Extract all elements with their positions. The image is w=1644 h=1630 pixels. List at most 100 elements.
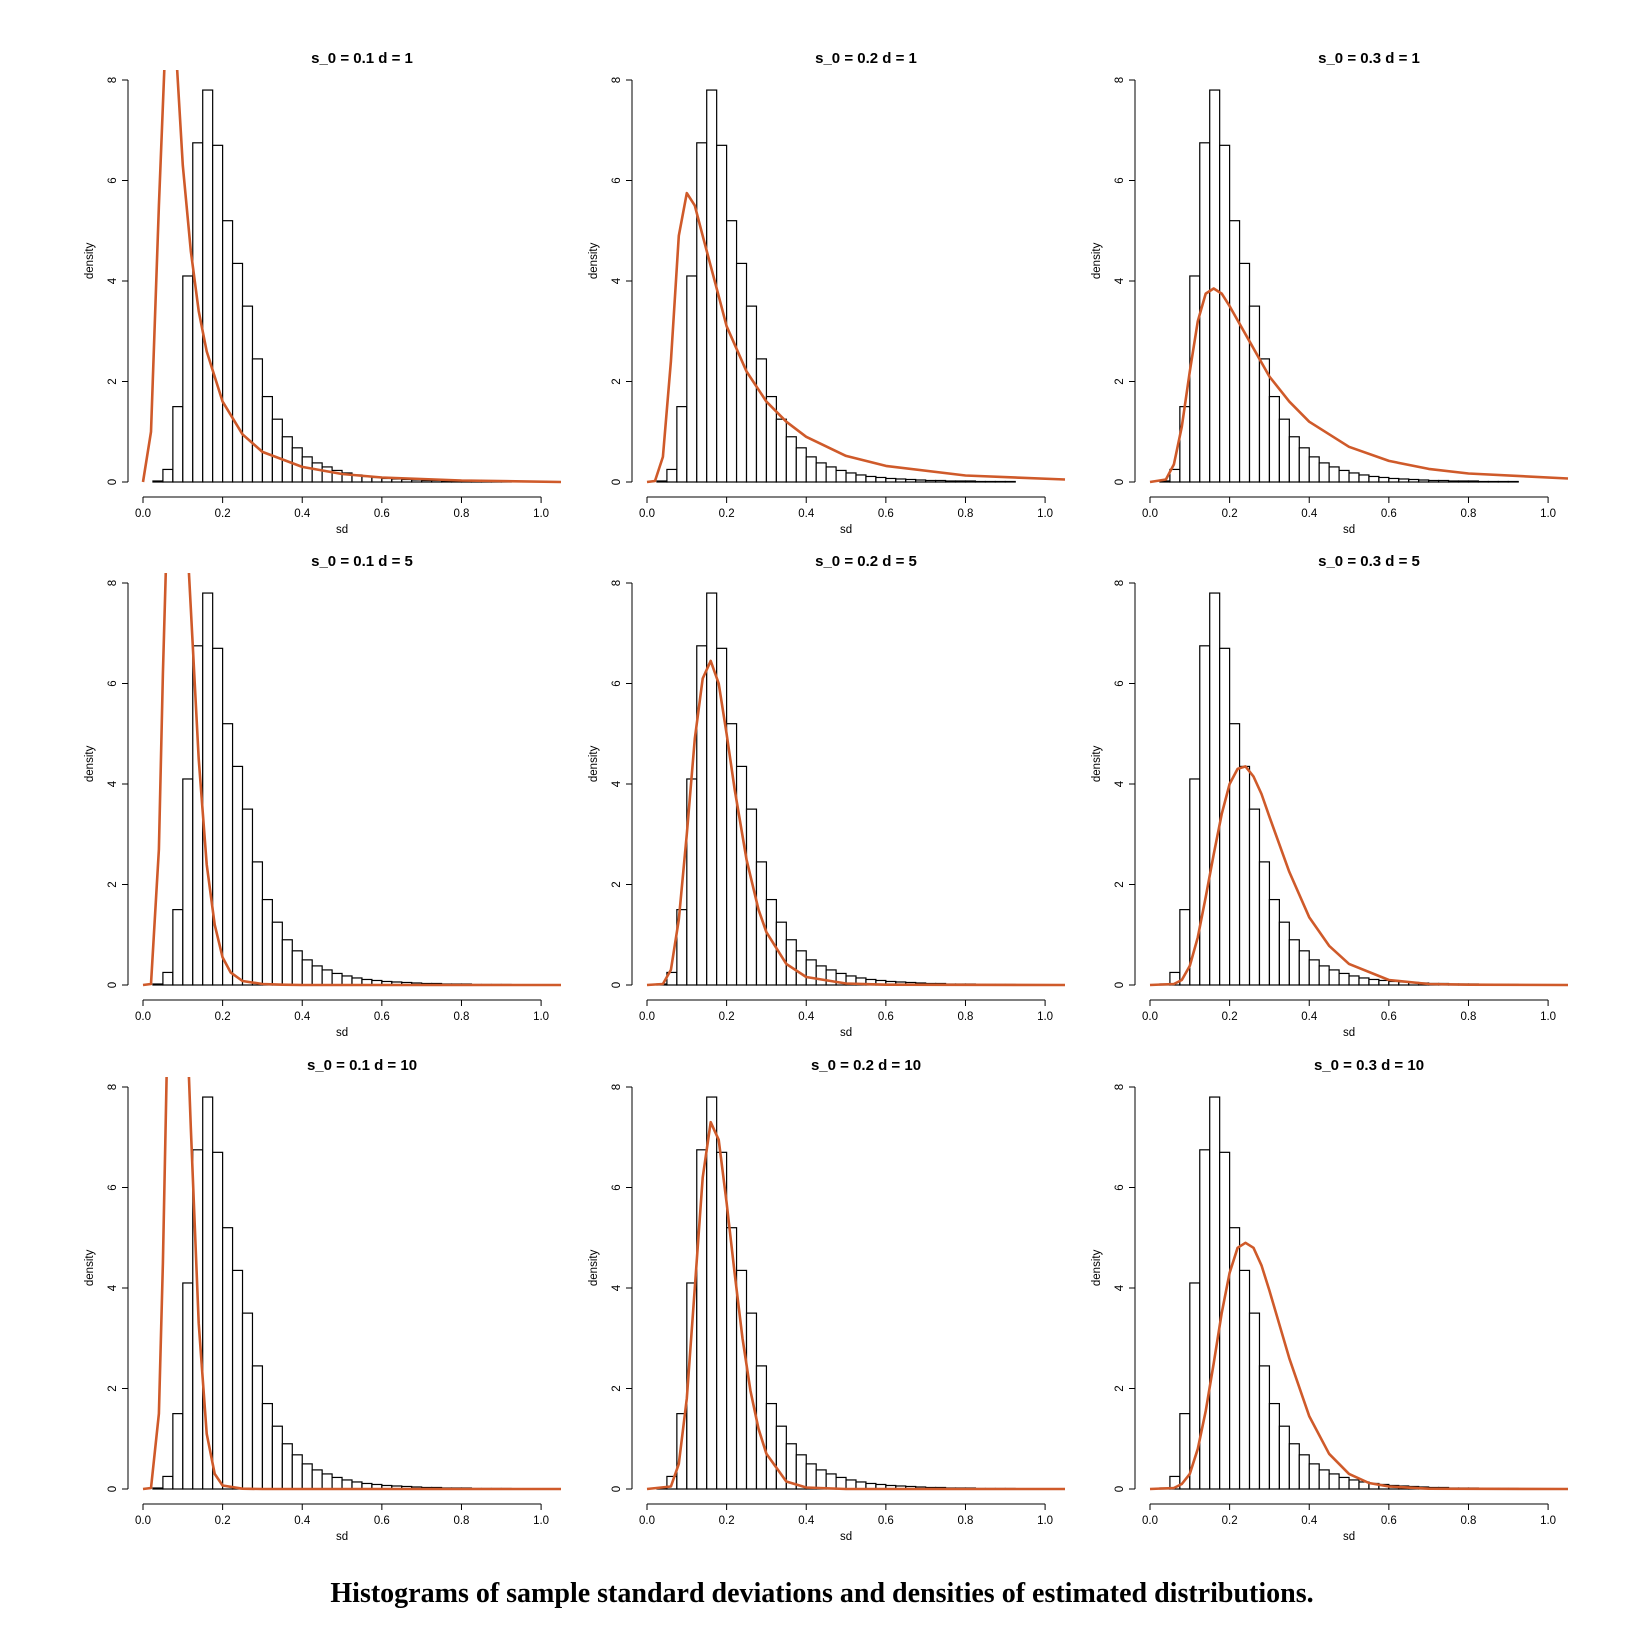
histogram-bar <box>421 479 433 483</box>
x-tick-label: 0.4 <box>798 1011 815 1023</box>
y-tick-label: 2 <box>1114 378 1126 384</box>
histogram-bar <box>152 983 164 986</box>
histogram-bar <box>321 969 333 986</box>
histogram-bar <box>1298 1454 1310 1490</box>
y-tick-label: 4 <box>107 780 119 787</box>
chart-panel-5: s_0 = 0.2 d = 5 0 2 4 6 8 density 0.0 0.2 0.4 0.6 0… <box>588 553 1066 1039</box>
panel-title: s_0 = 0.1 d = 10 <box>307 1057 417 1074</box>
histogram-bar <box>1278 921 1290 986</box>
histogram-bar <box>676 1413 688 1490</box>
histogram-bar <box>1278 1425 1290 1490</box>
x-tick-label: 0.8 <box>1460 1011 1476 1023</box>
histogram-bar <box>1318 1469 1330 1490</box>
y-tick-label: 4 <box>1114 277 1126 284</box>
histogram-bar <box>1308 456 1320 483</box>
histogram-bar <box>775 418 787 483</box>
y-tick-label: 6 <box>107 177 119 183</box>
histogram-bar <box>666 468 678 483</box>
histogram-bar <box>1328 1473 1340 1490</box>
y-tick-label: 2 <box>611 378 623 384</box>
density-curve <box>646 659 1066 987</box>
histogram-bar <box>825 1473 837 1490</box>
histogram-bar <box>1328 969 1340 986</box>
y-tick-label: 2 <box>1114 1385 1126 1391</box>
x-axis-label: sd <box>1343 1531 1355 1543</box>
histogram-bar <box>835 1476 847 1490</box>
y-tick-label: 0 <box>1114 479 1126 485</box>
histogram-bar <box>212 144 224 483</box>
x-tick-label: 0.4 <box>294 1515 311 1527</box>
histogram-bar <box>1288 939 1300 986</box>
histogram-bar <box>1308 1463 1320 1490</box>
x-axis-label: sd <box>840 1531 852 1543</box>
y-tick-label: 4 <box>611 1284 623 1291</box>
histogram-bar <box>785 939 797 986</box>
x-tick-label: 0.8 <box>957 508 973 520</box>
histogram-bar <box>152 1487 164 1490</box>
histogram-bar <box>706 592 718 986</box>
histogram-bar <box>1298 447 1310 483</box>
histogram-bar <box>1179 406 1191 483</box>
y-tick-label: 2 <box>611 881 623 887</box>
y-tick-label: 2 <box>107 881 119 887</box>
chart-panel-3: s_0 = 0.3 d = 1 0 2 4 6 8 density 0.0 0.2 0.4 0.6 0… <box>1091 50 1569 536</box>
histogram-bar <box>1318 462 1330 483</box>
histogram-bar <box>222 220 234 483</box>
chart-panel-9: s_0 = 0.3 d = 10 0 2 4 6 8 density 0.0 0.2 0.4 0.6… <box>1091 1057 1569 1543</box>
histogram-bar <box>182 778 194 986</box>
y-tick-label: 0 <box>611 479 623 485</box>
histogram-bar <box>311 965 323 986</box>
histogram-bar <box>795 950 807 986</box>
histogram-bar <box>1447 480 1460 483</box>
y-tick-label: 2 <box>107 1385 119 1391</box>
histogram-bar <box>1288 1443 1300 1490</box>
histogram-bar <box>1298 950 1310 986</box>
y-tick-label: 4 <box>107 277 119 284</box>
y-tick-label: 6 <box>107 680 119 686</box>
histogram-bar <box>1288 436 1300 483</box>
histogram-bar <box>331 972 343 986</box>
y-axis-label: density <box>588 1249 600 1286</box>
histogram-bar <box>656 480 668 483</box>
x-tick-label: 0.8 <box>957 1011 973 1023</box>
x-tick-label: 1.0 <box>1037 1515 1053 1527</box>
histogram-bar <box>261 395 273 483</box>
y-tick-label: 6 <box>611 1184 623 1190</box>
histogram-bar <box>885 477 897 483</box>
x-axis-label: sd <box>336 1027 348 1039</box>
x-tick-label: 0.6 <box>878 1515 894 1527</box>
histogram-bar <box>1268 395 1280 483</box>
histogram-bar <box>202 89 214 483</box>
panel-title: s_0 = 0.2 d = 10 <box>811 1057 921 1074</box>
y-axis-label: density <box>1091 745 1103 782</box>
histogram-bar <box>1358 474 1370 483</box>
histogram-bar <box>915 479 927 483</box>
chart-panel-7: s_0 = 0.1 d = 10 0 2 4 6 8 density 0.0 0.2 0.4 0.6… <box>84 1057 561 1543</box>
x-tick-label: 0.4 <box>294 508 311 520</box>
histogram-bar <box>1438 479 1450 483</box>
histogram-bar <box>251 861 264 986</box>
x-tick-label: 0.8 <box>453 1515 469 1527</box>
x-tick-label: 0.6 <box>374 1515 390 1527</box>
histogram-bar <box>1318 965 1330 986</box>
y-tick-label: 2 <box>1114 881 1126 887</box>
histogram-bar <box>241 305 254 483</box>
histogram-bar <box>222 723 234 986</box>
histogram-bar <box>212 1151 224 1490</box>
histogram-bar <box>815 462 827 483</box>
histogram-bar <box>1238 1269 1251 1490</box>
histogram-bar <box>1497 480 1509 483</box>
histogram-bar <box>1467 480 1480 483</box>
histogram-bar <box>1209 1096 1221 1490</box>
x-tick-label: 0.4 <box>1301 508 1318 520</box>
x-tick-label: 0.2 <box>1222 1011 1238 1023</box>
x-axis-label: sd <box>336 524 348 536</box>
histogram-bar <box>231 765 244 986</box>
x-tick-label: 0.6 <box>374 508 390 520</box>
histogram-bar <box>1428 479 1440 483</box>
density-curve <box>646 191 1066 484</box>
histogram-bar <box>805 456 817 483</box>
density-curve <box>1149 765 1569 987</box>
y-tick-label: 8 <box>1114 1084 1126 1090</box>
histogram-bar <box>716 144 728 483</box>
